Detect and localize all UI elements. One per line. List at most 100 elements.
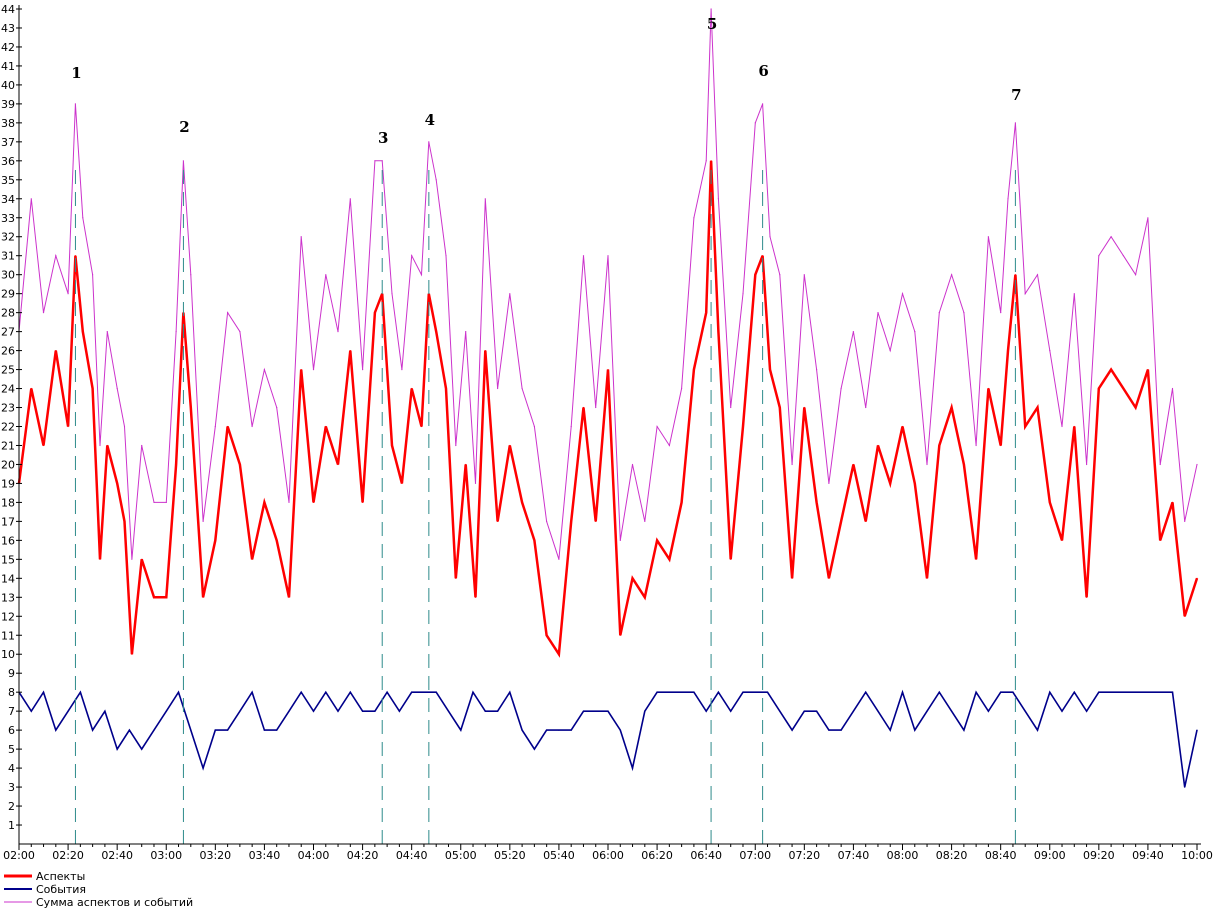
data-point-s1-48 bbox=[521, 501, 523, 503]
data-point-s3-83 bbox=[926, 463, 928, 466]
x-tick-label-0820: 08:20 bbox=[936, 849, 968, 862]
data-point-s2-17 bbox=[227, 729, 229, 731]
data-point-s3-93 bbox=[1036, 274, 1039, 276]
marker-label-6: 6 bbox=[758, 62, 768, 80]
data-point-s1-78 bbox=[865, 520, 867, 523]
data-point-s2-61 bbox=[766, 691, 769, 693]
data-point-s3-52 bbox=[570, 425, 572, 428]
data-point-s2-16 bbox=[214, 729, 216, 731]
y-tick-label-22: 22 bbox=[1, 421, 15, 434]
y-tick-label-12: 12 bbox=[1, 610, 15, 623]
data-point-s1-23 bbox=[251, 558, 253, 560]
data-point-s2-49 bbox=[619, 729, 621, 731]
data-point-s3-95 bbox=[1061, 425, 1063, 428]
data-point-s1-63 bbox=[705, 312, 707, 314]
data-point-s2-32 bbox=[411, 691, 413, 693]
data-point-s3-56 bbox=[619, 539, 621, 542]
data-point-s1-104 bbox=[1171, 501, 1174, 503]
data-point-s2-38 bbox=[484, 710, 486, 712]
data-point-s1-40 bbox=[435, 331, 437, 333]
y-tick-label-28: 28 bbox=[1, 307, 15, 320]
data-point-s1-67 bbox=[742, 425, 744, 428]
data-point-s3-96 bbox=[1073, 293, 1075, 295]
data-point-s2-55 bbox=[693, 691, 695, 693]
data-point-s2-29 bbox=[374, 710, 376, 712]
data-point-s3-16 bbox=[175, 331, 177, 333]
x-tick-label-0540: 05:40 bbox=[543, 849, 575, 862]
data-point-s3-20 bbox=[214, 425, 216, 428]
data-point-s2-15 bbox=[202, 767, 204, 769]
data-point-s3-82 bbox=[914, 331, 916, 333]
x-tick-label-0340: 03:40 bbox=[249, 849, 281, 862]
y-tick-label-6: 6 bbox=[8, 724, 15, 737]
data-point-s2-85 bbox=[1061, 710, 1063, 712]
data-point-s3-68 bbox=[754, 122, 756, 124]
data-point-s3-3 bbox=[55, 255, 57, 257]
data-point-s3-50 bbox=[546, 520, 548, 523]
y-tick-label-29: 29 bbox=[1, 288, 15, 301]
y-tick-label-14: 14 bbox=[1, 572, 15, 585]
data-point-s1-45 bbox=[484, 350, 486, 352]
x-tick-label-1000: 10:00 bbox=[1181, 849, 1213, 862]
data-point-s2-48 bbox=[607, 710, 609, 712]
data-point-s1-38 bbox=[420, 425, 423, 428]
data-point-s3-98 bbox=[1098, 255, 1100, 257]
data-point-s2-59 bbox=[742, 691, 744, 693]
data-point-s1-58 bbox=[644, 596, 646, 598]
data-point-s3-8 bbox=[99, 444, 101, 447]
y-tick-label-16: 16 bbox=[1, 534, 15, 547]
x-tick-label-0940: 09:40 bbox=[1132, 849, 1164, 862]
data-point-s3-6 bbox=[82, 217, 84, 219]
y-tick-label-31: 31 bbox=[1, 250, 15, 263]
data-point-s2-78 bbox=[975, 691, 977, 693]
data-point-s1-16 bbox=[175, 463, 177, 466]
data-point-s1-76 bbox=[840, 520, 842, 523]
data-point-s2-10 bbox=[141, 748, 143, 750]
data-point-s2-31 bbox=[398, 710, 400, 712]
data-point-s1-27 bbox=[300, 369, 302, 371]
data-point-s3-65 bbox=[717, 198, 720, 200]
data-point-s2-24 bbox=[312, 710, 315, 712]
data-point-s1-50 bbox=[546, 634, 548, 636]
data-point-s2-70 bbox=[877, 710, 879, 712]
data-point-s3-85 bbox=[951, 274, 953, 276]
data-point-s2-62 bbox=[779, 710, 781, 712]
y-tick-label-1: 1 bbox=[8, 819, 15, 832]
data-point-s1-33 bbox=[374, 312, 376, 314]
data-point-s2-53 bbox=[668, 691, 671, 693]
data-point-s2-57 bbox=[717, 691, 720, 693]
data-point-s1-18 bbox=[190, 406, 192, 409]
x-tick-label-0900: 09:00 bbox=[1034, 849, 1066, 862]
data-point-s2-4 bbox=[67, 710, 69, 712]
data-point-s3-77 bbox=[852, 331, 855, 333]
data-point-s2-90 bbox=[1122, 691, 1124, 693]
data-point-s1-43 bbox=[465, 463, 467, 466]
data-point-s2-11 bbox=[153, 729, 155, 731]
data-point-s3-24 bbox=[263, 369, 265, 371]
data-point-s3-102 bbox=[1147, 217, 1149, 219]
data-point-s2-87 bbox=[1086, 710, 1088, 712]
data-point-s1-46 bbox=[497, 520, 499, 523]
data-point-s3-84 bbox=[938, 312, 940, 314]
y-tick-label-42: 42 bbox=[1, 41, 15, 54]
data-point-s3-41 bbox=[445, 255, 447, 257]
data-point-s3-69 bbox=[762, 103, 764, 105]
data-point-s2-44 bbox=[558, 729, 560, 731]
data-point-s2-22 bbox=[288, 710, 290, 712]
data-point-s1-95 bbox=[1061, 539, 1063, 542]
data-point-s1-35 bbox=[391, 444, 393, 447]
data-point-s2-20 bbox=[263, 729, 265, 731]
data-point-s3-81 bbox=[901, 293, 904, 295]
data-point-s3-51 bbox=[558, 558, 560, 560]
x-tick-label-0240: 02:40 bbox=[101, 849, 133, 862]
data-point-s1-84 bbox=[938, 444, 940, 447]
data-point-s1-89 bbox=[1000, 444, 1002, 447]
data-point-s1-103 bbox=[1159, 539, 1161, 542]
data-point-s2-41 bbox=[521, 729, 523, 731]
data-point-s1-87 bbox=[975, 558, 977, 560]
data-point-s1-94 bbox=[1049, 501, 1051, 503]
data-point-s1-91 bbox=[1014, 274, 1017, 276]
data-point-s1-56 bbox=[619, 634, 621, 636]
data-point-s1-22 bbox=[239, 463, 241, 466]
data-point-s2-21 bbox=[276, 729, 278, 731]
